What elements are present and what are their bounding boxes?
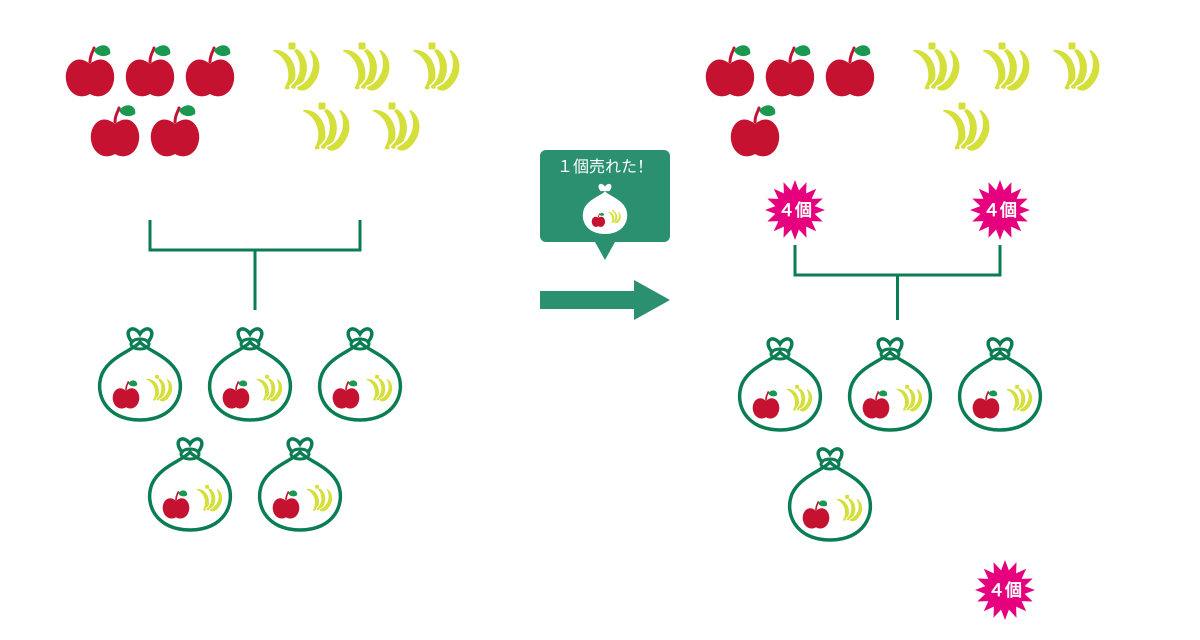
left-banana-2: [411, 42, 465, 95]
left-banana-3: [301, 102, 355, 155]
left-bag-2: [320, 329, 401, 420]
count-burst-bags-label: ４個: [988, 580, 1022, 600]
right-apple-1: [766, 45, 814, 96]
right-apple-0: [706, 45, 754, 96]
left-apple-4: [151, 105, 199, 156]
right-bag-2: [960, 339, 1041, 430]
right-bag-3: [790, 449, 871, 540]
left-banana-1: [341, 42, 395, 95]
right-apple-2: [826, 45, 874, 96]
count-burst-apples: ４個: [765, 180, 825, 240]
left-apple-3: [91, 105, 139, 156]
left-apple-0: [66, 45, 114, 96]
count-burst-apples-label: ４個: [778, 200, 812, 220]
right-banana-0: [911, 42, 965, 95]
right-banana-3: [941, 102, 995, 155]
merge-bracket: [795, 245, 1000, 320]
left-bag-1: [210, 329, 291, 420]
sold-callout: １個売れた！: [540, 150, 670, 260]
count-burst-bananas-label: ４個: [983, 200, 1017, 220]
left-banana-4: [371, 102, 425, 155]
diagram-canvas: １個売れた！ ４個 ４個 ４個: [0, 0, 1200, 640]
right-apple-3: [731, 105, 779, 156]
left-bag-4: [260, 439, 341, 530]
right-bag-0: [740, 339, 821, 430]
left-apple-1: [126, 45, 174, 96]
transition-arrow: [540, 280, 670, 320]
left-bag-0: [100, 329, 181, 420]
count-burst-bags: ４個: [975, 560, 1035, 620]
count-burst-bananas: ４個: [970, 180, 1030, 240]
right-banana-2: [1051, 42, 1105, 95]
right-banana-1: [981, 42, 1035, 95]
merge-bracket: [150, 220, 360, 310]
sold-callout-text: １個売れた！: [557, 158, 653, 176]
left-banana-0: [271, 42, 325, 95]
right-bag-1: [850, 339, 931, 430]
left-bag-3: [150, 439, 231, 530]
left-apple-2: [186, 45, 234, 96]
